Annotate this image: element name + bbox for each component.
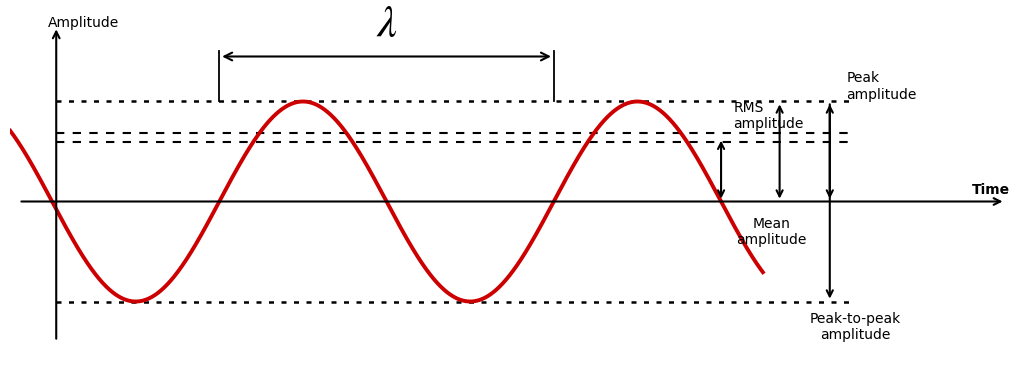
Text: RMS
amplitude: RMS amplitude bbox=[733, 101, 804, 131]
Text: Peak-to-peak
amplitude: Peak-to-peak amplitude bbox=[809, 311, 900, 342]
Text: Amplitude: Amplitude bbox=[48, 16, 119, 31]
Text: Time: Time bbox=[972, 183, 1010, 196]
Text: λ: λ bbox=[377, 7, 396, 46]
Text: Peak
amplitude: Peak amplitude bbox=[847, 71, 916, 101]
Text: Mean
amplitude: Mean amplitude bbox=[736, 216, 807, 247]
